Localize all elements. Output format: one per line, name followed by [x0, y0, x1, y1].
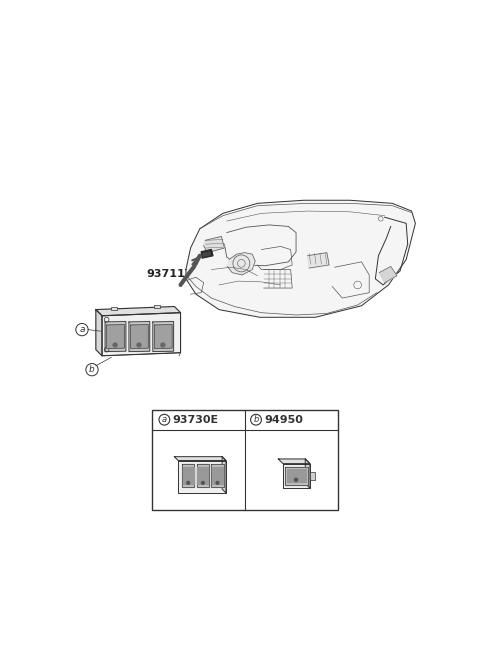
Text: 93730E: 93730E	[173, 415, 219, 424]
Polygon shape	[212, 468, 223, 485]
Polygon shape	[183, 468, 193, 485]
Polygon shape	[131, 325, 148, 348]
Polygon shape	[96, 307, 180, 316]
Polygon shape	[305, 459, 310, 488]
Circle shape	[113, 343, 117, 347]
Text: b: b	[253, 415, 259, 424]
Polygon shape	[155, 325, 172, 348]
Polygon shape	[129, 322, 150, 352]
Text: a: a	[162, 415, 167, 424]
Polygon shape	[379, 267, 397, 283]
Circle shape	[295, 478, 298, 481]
Polygon shape	[228, 253, 255, 275]
Polygon shape	[287, 469, 306, 482]
Circle shape	[202, 481, 204, 484]
Text: b: b	[89, 365, 95, 374]
Polygon shape	[285, 466, 308, 485]
Polygon shape	[178, 460, 226, 493]
Circle shape	[161, 343, 165, 347]
Polygon shape	[278, 459, 310, 464]
Text: a: a	[79, 325, 85, 334]
Bar	[310, 472, 314, 479]
Text: 94950: 94950	[264, 415, 303, 424]
Bar	[154, 305, 160, 308]
Polygon shape	[102, 312, 180, 356]
Circle shape	[137, 343, 141, 347]
Circle shape	[216, 481, 219, 484]
Polygon shape	[211, 464, 224, 487]
Bar	[152, 409, 338, 510]
Circle shape	[187, 481, 190, 484]
Polygon shape	[204, 236, 225, 253]
Polygon shape	[203, 252, 211, 257]
Polygon shape	[105, 322, 126, 352]
Polygon shape	[153, 322, 174, 352]
Polygon shape	[222, 457, 226, 493]
Polygon shape	[197, 468, 208, 485]
Polygon shape	[283, 464, 310, 488]
Polygon shape	[308, 253, 329, 268]
Bar	[111, 307, 118, 310]
Polygon shape	[107, 325, 124, 348]
Polygon shape	[197, 464, 209, 487]
Text: 93711: 93711	[146, 269, 185, 279]
Polygon shape	[182, 464, 194, 487]
Polygon shape	[186, 200, 415, 317]
Polygon shape	[201, 250, 213, 258]
Polygon shape	[174, 457, 226, 460]
Polygon shape	[96, 310, 102, 356]
